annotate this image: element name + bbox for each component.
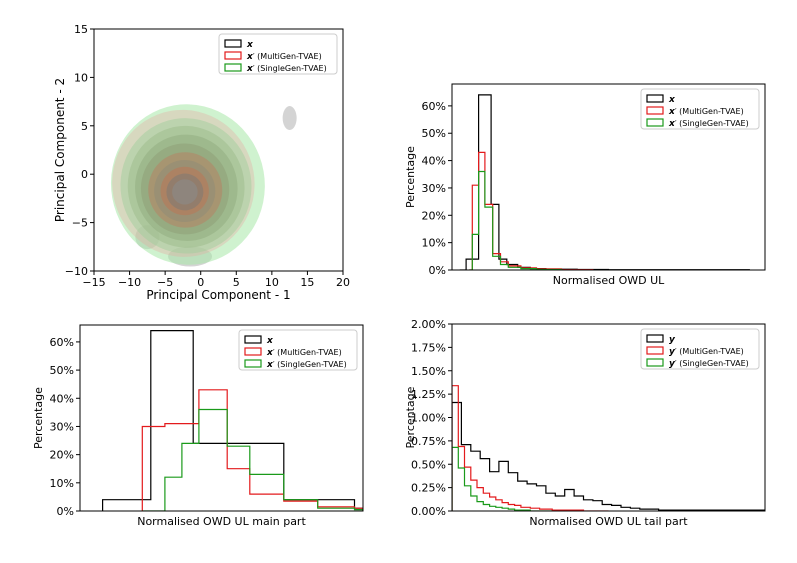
- legend-swatch-single: [646, 118, 664, 127]
- y-tick-label: 5: [81, 120, 88, 133]
- histogram-single: [469, 170, 563, 270]
- y-tick-label: 20%: [50, 449, 74, 462]
- legend-swatch-multi: [244, 347, 262, 356]
- legend-swatch-single: [646, 358, 664, 367]
- legend-label-real: y: [669, 335, 676, 345]
- chart-owd-ul: 0% 10% 20% 30% 40% 50% 60% Normalised OWD UL Per…: [404, 83, 766, 287]
- y-tick-label: 0.00%: [411, 505, 446, 518]
- y-tick-label: 0.25%: [411, 482, 446, 495]
- y-tick-label: 0%: [429, 264, 446, 277]
- x-axis-label: Principal Component - 1: [146, 288, 290, 302]
- x-tick-label: 10: [265, 276, 279, 289]
- legend-label-single: x′ (SingleGen-TVAE): [668, 119, 749, 129]
- legend-frame: [640, 328, 760, 370]
- y-tick-label: 50%: [422, 127, 446, 140]
- legend: x x′ (MultiGen-TVAE) x′ (SingleGen-TVAE): [640, 88, 760, 130]
- y-tick-label: 20%: [422, 209, 446, 222]
- histogram-real: [452, 401, 765, 511]
- legend-swatch-multi: [646, 106, 664, 115]
- kde-contour-level: [172, 179, 198, 205]
- plot-area: [110, 104, 297, 267]
- legend-swatch-real: [646, 334, 664, 343]
- legend-swatch-real: [646, 94, 664, 103]
- y-tick-label: 2.00%: [411, 318, 446, 331]
- kde-blob-real: [282, 106, 297, 131]
- x-axis-label: Normalised OWD UL tail part: [529, 515, 688, 528]
- y-axis-label: Percentage: [404, 386, 417, 448]
- y-tick-label: 40%: [422, 155, 446, 168]
- legend: y y′ (MultiGen-TVAE) y′ (SingleGen-TVAE): [640, 328, 760, 370]
- legend-label-multi: x′ (MultiGen-TVAE): [246, 52, 322, 62]
- legend-label-single: x′ (SingleGen-TVAE): [246, 64, 327, 74]
- legend: x x′ (MultiGen-TVAE) x′ (SingleGen-TVAE): [218, 33, 338, 75]
- axes-frame: [79, 324, 364, 512]
- legend: x x′ (MultiGen-TVAE) x′ (SingleGen-TVAE): [238, 329, 358, 371]
- histogram-multi: [452, 385, 609, 511]
- axes-frame: [451, 83, 766, 271]
- x-axis-label: Normalised OWD UL: [553, 274, 665, 287]
- y-axis-label: Percentage: [404, 146, 417, 208]
- y-tick-label: 30%: [422, 182, 446, 195]
- legend-label-single: y′ (SingleGen-TVAE): [669, 359, 749, 369]
- x-tick-label: 20: [336, 276, 350, 289]
- y-tick-label: 50%: [50, 364, 74, 377]
- histogram-single: [142, 408, 363, 511]
- y-tick-label: −10: [65, 265, 88, 278]
- x-tick-label: −15: [82, 276, 105, 289]
- axes-frame: [93, 28, 344, 272]
- y-tick-label: 60%: [50, 336, 74, 349]
- legend-label-real: x: [668, 95, 676, 105]
- y-tick-label: 10%: [50, 477, 74, 490]
- legend-label-real: x: [266, 336, 274, 346]
- legend-label-real: x: [246, 40, 254, 50]
- y-tick-label: 1.75%: [411, 341, 446, 354]
- y-tick-label: 0%: [57, 505, 74, 518]
- y-tick-label: 60%: [422, 100, 446, 113]
- legend-frame: [640, 88, 760, 130]
- y-tick-label: 0.50%: [411, 458, 446, 471]
- histogram-multi: [469, 151, 594, 270]
- y-tick-label: 30%: [50, 420, 74, 433]
- y-tick-label: 10: [74, 71, 88, 84]
- y-axis-label: Percentage: [32, 387, 45, 449]
- y-tick-label: 10%: [422, 237, 446, 250]
- y-axis-label: Principal Component - 2: [53, 78, 67, 222]
- y-tick-label: 0: [81, 168, 88, 181]
- x-tick-label: 0: [197, 276, 204, 289]
- histogram-multi: [141, 389, 363, 511]
- legend-label-single: x′ (SingleGen-TVAE): [266, 360, 347, 370]
- legend-label-multi: x′ (MultiGen-TVAE): [668, 107, 744, 117]
- legend-swatch-single: [224, 63, 242, 72]
- y-tick-label: 40%: [50, 392, 74, 405]
- y-tick-label: 1.25%: [411, 388, 446, 401]
- chart-owd-ul-tail: 0.00% 0.25% 0.50% 0.75% 1.00% 1.25% 1.50% 1.75%…: [404, 318, 766, 528]
- x-tick-label: 5: [233, 276, 240, 289]
- legend-swatch-multi: [224, 51, 242, 60]
- plot-area: [452, 385, 765, 511]
- legend-swatch-real: [224, 39, 242, 48]
- y-tick-label: 15: [74, 23, 88, 36]
- y-tick-label: 1.00%: [411, 412, 446, 425]
- legend-frame: [218, 33, 338, 75]
- plot-area: [102, 330, 363, 511]
- legend-label-multi: x′ (MultiGen-TVAE): [266, 348, 342, 358]
- chart-owd-ul-main: 0% 10% 20% 30% 40% 50% 60% Normalised OWD UL ma…: [32, 324, 364, 528]
- x-tick-label: −5: [157, 276, 173, 289]
- histogram-single: [452, 446, 553, 511]
- y-tick-label: −5: [72, 217, 88, 230]
- x-tick-label: 15: [300, 276, 314, 289]
- legend-swatch-single: [244, 359, 262, 368]
- legend-swatch-real: [244, 335, 262, 344]
- x-tick-label: −10: [118, 276, 141, 289]
- y-tick-label: 1.50%: [411, 365, 446, 378]
- legend-swatch-multi: [646, 346, 664, 355]
- y-tick-label: 0.75%: [411, 435, 446, 448]
- x-axis-label: Normalised OWD UL main part: [137, 515, 306, 528]
- legend-label-multi: y′ (MultiGen-TVAE): [669, 347, 744, 357]
- legend-frame: [238, 329, 358, 371]
